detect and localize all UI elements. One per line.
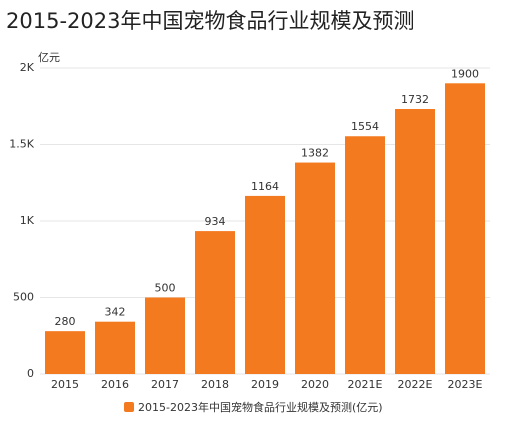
y-tick-label: 1.5K [9,138,34,151]
legend-swatch [124,402,134,412]
data-label: 280 [55,315,76,328]
x-tick-label: 2023E [448,378,483,391]
x-tick-label: 2017 [151,378,179,391]
bar [145,297,185,374]
x-tick-label: 2018 [201,378,229,391]
x-tick-label: 2016 [101,378,129,391]
bar [395,109,435,374]
data-label: 500 [155,282,176,295]
x-tick-label: 2019 [251,378,279,391]
data-label: 1164 [251,180,279,193]
y-tick-label: 0 [27,367,34,380]
bar [345,136,385,374]
bar [445,83,485,375]
data-label: 934 [205,215,226,228]
x-tick-label: 2022E [398,378,433,391]
bar [45,331,85,374]
data-label: 1732 [401,93,429,106]
bar [245,195,285,374]
y-axis-label: 亿元 [38,51,60,64]
bar [295,162,335,374]
data-label: 342 [105,306,126,319]
y-tick-label: 2K [20,61,35,74]
data-label: 1900 [451,67,479,80]
y-tick-label: 1K [20,214,35,227]
data-label: 1382 [301,147,329,160]
data-label: 1554 [351,120,379,133]
x-tick-label: 2021E [348,378,383,391]
legend-label: 2015-2023年中国宠物食品行业规模及预测(亿元) [138,400,383,414]
chart-title: 2015-2023年中国宠物食品行业规模及预测 [6,9,414,33]
y-tick-label: 500 [13,291,34,304]
bar [95,321,135,374]
bar [195,231,235,374]
x-tick-label: 2020 [301,378,329,391]
x-tick-label: 2015 [51,378,79,391]
